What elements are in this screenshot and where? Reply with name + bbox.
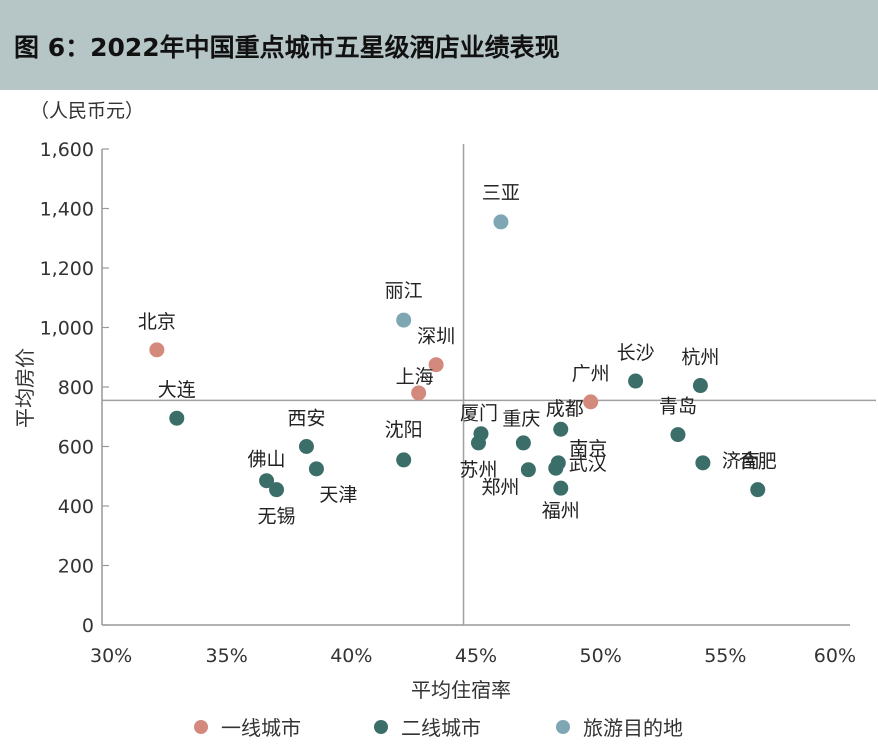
data-point: [298, 439, 314, 454]
data-point: [411, 385, 427, 401]
point-label: 上海: [396, 366, 434, 388]
x-tick-label: 60%: [814, 645, 856, 667]
data-point: [515, 435, 531, 451]
point-label: 重庆: [502, 408, 540, 430]
legend-swatch: [194, 720, 208, 734]
y-axis-title: 平均房价: [13, 348, 37, 428]
title-banner: 图 6：2022年中国重点城市五星级酒店业绩表现: [0, 0, 878, 90]
y-tick-label: 1,200: [40, 258, 94, 280]
legend-label: 旅游目的地: [583, 716, 683, 740]
data-point: [259, 473, 275, 489]
x-tick-label: 55%: [704, 645, 746, 667]
y-tick-label: 1,600: [40, 139, 94, 161]
point-label: 南京: [569, 438, 607, 460]
data-point: [583, 394, 599, 410]
y-tick-label: 400: [58, 496, 94, 518]
legend-label: 一线城市: [221, 716, 301, 740]
point-label: 合肥: [739, 451, 777, 473]
y-tick-label: 0: [82, 615, 94, 637]
data-point: [493, 214, 509, 230]
data-point: [470, 435, 486, 451]
x-axis-title: 平均住宿率: [411, 678, 511, 702]
point-label: 丽江: [385, 280, 423, 302]
page-title: 图 6：2022年中国重点城市五星级酒店业绩表现: [14, 33, 560, 62]
point-label: 苏州: [459, 459, 497, 481]
y-tick-label: 800: [58, 377, 94, 399]
point-label: 北京: [138, 311, 176, 333]
point-label: 佛山: [248, 449, 286, 471]
data-point: [553, 421, 569, 437]
legend-label: 二线城市: [401, 716, 481, 740]
data-point: [308, 461, 324, 477]
point-label: 福州: [542, 500, 580, 522]
legend: 一线城市 二线城市 旅游目的地: [194, 716, 683, 740]
data-point: [670, 427, 686, 443]
point-label: 无锡: [258, 506, 296, 528]
point-label: 大连: [158, 379, 196, 401]
point-label: 武汉: [569, 453, 607, 475]
data-point: [553, 480, 569, 496]
y-tick-label: 1,400: [40, 199, 94, 221]
point-label: 厦门: [460, 403, 498, 425]
point-label: 三亚: [482, 182, 520, 204]
legend-swatch: [556, 720, 570, 734]
data-point: [692, 378, 708, 394]
data-point: [750, 482, 766, 498]
point-label: 深圳: [417, 326, 455, 348]
point-label: 沈阳: [385, 419, 423, 441]
data-point: [695, 455, 711, 471]
reference-lines: [102, 144, 876, 625]
x-tick-label: 50%: [580, 645, 622, 667]
data-point: [169, 410, 185, 426]
point-label: 西安: [287, 408, 325, 430]
point-label: 成都: [546, 398, 584, 420]
y-tick-label: 600: [58, 437, 94, 459]
chart-axes: 0 200 400 600 800 1,000 1,200 1,400 1,600 30% 35% 4…: [40, 139, 856, 667]
point-label: 杭州: [681, 347, 719, 369]
point-label: 郑州: [481, 477, 519, 499]
point-label: 天津: [319, 484, 357, 506]
y-tick-label: 200: [58, 556, 94, 578]
data-point: [548, 460, 564, 476]
unit-label: （人民币元）: [30, 100, 144, 122]
legend-swatch: [374, 720, 388, 734]
data-point: [269, 482, 285, 498]
data-point: [428, 357, 444, 373]
data-point: [628, 373, 644, 389]
data-point: [149, 342, 165, 358]
point-label: 广州: [572, 363, 610, 385]
data-points: [149, 214, 766, 498]
x-tick-label: 40%: [330, 645, 372, 667]
data-point: [520, 462, 536, 478]
point-label: 长沙: [617, 342, 655, 364]
y-tick-label: 1,000: [40, 318, 94, 340]
x-tick-label: 35%: [206, 645, 248, 667]
point-label: 青岛: [659, 396, 697, 418]
point-label: 济南: [722, 450, 760, 472]
x-tick-label: 30%: [90, 645, 132, 667]
data-point: [396, 312, 412, 328]
x-tick-label: 45%: [455, 645, 497, 667]
data-point: [396, 452, 412, 468]
